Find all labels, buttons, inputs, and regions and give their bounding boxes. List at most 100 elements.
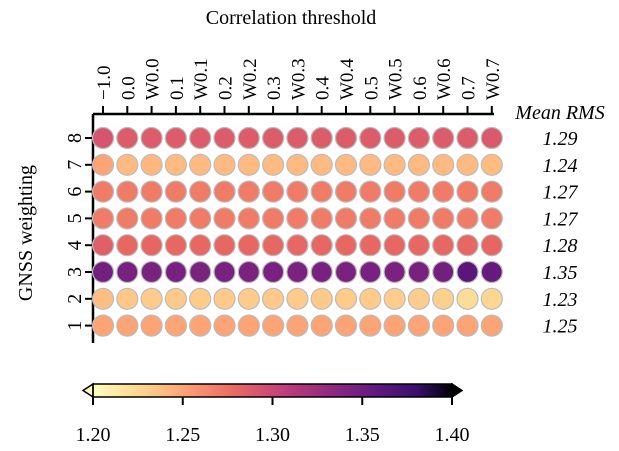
heatmap-cell (164, 180, 187, 203)
heatmap-cell (456, 153, 479, 176)
row-summary-value: 1.27 (543, 208, 579, 230)
heatmap-cell (334, 153, 358, 176)
heatmap-cell (310, 314, 333, 337)
heatmap-cell (140, 126, 163, 150)
row-summary: 1.29 1.24 1.27 1.27 1.28 1.35 1.23 1.25 (543, 128, 579, 338)
heatmap-cell (480, 153, 503, 176)
heatmap-cell (334, 260, 358, 284)
heatmap-cell (189, 314, 212, 337)
colorbar-gradient (93, 384, 452, 397)
heatmap-cell (116, 207, 139, 230)
heatmap-cell (334, 180, 358, 203)
heatmap-cell (262, 260, 285, 284)
heatmap-cell (116, 180, 139, 203)
heatmap-cell (262, 180, 285, 203)
heatmap-cell (164, 260, 187, 284)
heatmap-cell (189, 180, 212, 203)
heatmap-cell (116, 260, 139, 284)
x-tick-label: 0.3 (264, 76, 285, 100)
x-axis-label: Correlation threshold (206, 7, 377, 29)
heatmap-cell (91, 126, 115, 150)
heatmap-cell (189, 126, 212, 150)
heatmap-cell (432, 314, 455, 337)
heatmap-cell (456, 234, 479, 257)
x-tick-label: W0.4 (337, 58, 358, 100)
y-tick-label: 8 (64, 133, 86, 143)
heatmap-cell (213, 314, 236, 337)
y-tick-label: 6 (64, 187, 86, 197)
heatmap-cell (334, 287, 358, 310)
heatmap-cell (262, 287, 285, 310)
heatmap-cell (407, 180, 430, 203)
x-tick-label: W0.3 (288, 58, 309, 100)
x-tick-label: W0.2 (240, 58, 261, 100)
heatmap-cell (213, 153, 236, 176)
heatmap-cell (407, 287, 430, 310)
heatmap-cell (213, 287, 236, 310)
heatmap-cell (286, 260, 309, 284)
colorbar-extend-max (451, 382, 464, 399)
heatmap-cell (310, 260, 333, 284)
heatmap-cell (383, 287, 406, 310)
heatmap-cell (359, 180, 382, 203)
heatmap-cell (407, 153, 430, 176)
heatmap-cell (480, 314, 503, 337)
heatmap-cell (237, 260, 260, 284)
heatmap-cell (432, 153, 455, 176)
heatmap-cell (383, 153, 406, 176)
y-axis-label: GNSS weighting (15, 165, 37, 301)
y-tick-label: 1 (64, 321, 86, 331)
heatmap-cell (140, 287, 163, 310)
heatmap-cell (480, 287, 503, 310)
heatmap-cell (140, 180, 163, 203)
heatmap-cell (189, 234, 212, 257)
colorbar-extend-min (81, 382, 94, 399)
colorbar-tick-label: 1.20 (76, 424, 111, 446)
x-tick-label: W0.7 (483, 58, 504, 100)
y-tick-label: 4 (64, 240, 86, 250)
colorbar-tick-label: 1.30 (255, 424, 290, 446)
x-tick-label: 0.6 (410, 76, 431, 100)
heatmap-cell (432, 126, 455, 150)
heatmap-cell (359, 314, 382, 337)
heatmap-cell (140, 234, 163, 257)
heatmap-cell (116, 126, 139, 150)
heatmap-cell (456, 207, 479, 230)
heatmap-cell (189, 153, 212, 176)
heatmap-cell (359, 260, 382, 284)
heatmap-cell (237, 234, 260, 257)
heatmap-cell (140, 207, 163, 230)
heatmap-cell (407, 234, 430, 257)
heatmap-cell (359, 153, 382, 176)
heatmap-cell (359, 234, 382, 257)
heatmap-cell (456, 180, 479, 203)
x-tick-label: 0.5 (361, 76, 382, 100)
heatmap-cell (213, 260, 236, 284)
heatmap-cell (480, 234, 503, 257)
heatmap-cell (140, 314, 163, 337)
heatmap-cell (262, 207, 285, 230)
heatmap-cell (116, 287, 139, 310)
row-summary-value: 1.29 (543, 128, 578, 150)
heatmap-cell (91, 260, 115, 284)
colorbar: 1.20 1.25 1.30 1.35 1.40 (76, 382, 470, 446)
colorbar-tick-label: 1.25 (165, 424, 200, 446)
colorbar-tick-label: 1.40 (435, 424, 470, 446)
heatmap-cell (310, 207, 333, 230)
row-summary-value: 1.27 (543, 182, 579, 204)
heatmap-cell (286, 126, 309, 150)
heatmap-cell (456, 126, 479, 150)
x-tick-label: W0.1 (191, 58, 212, 100)
x-tick-label: 0.1 (167, 76, 188, 100)
x-ticks: −1.0 0.0 W0.0 0.1 W0.1 0.2 W0.2 0.3 W0.3 0.4 W0.4 0… (94, 58, 504, 114)
x-tick-label: 0.4 (313, 76, 334, 100)
heatmap-cell (383, 260, 406, 284)
row-summary-header: Mean RMS (514, 102, 604, 124)
heatmap-cell (262, 314, 285, 337)
heatmap-cell (164, 126, 187, 150)
x-tick-label: W0.6 (434, 58, 455, 100)
heatmap-cell (91, 314, 115, 337)
heatmap-cell (432, 260, 455, 284)
